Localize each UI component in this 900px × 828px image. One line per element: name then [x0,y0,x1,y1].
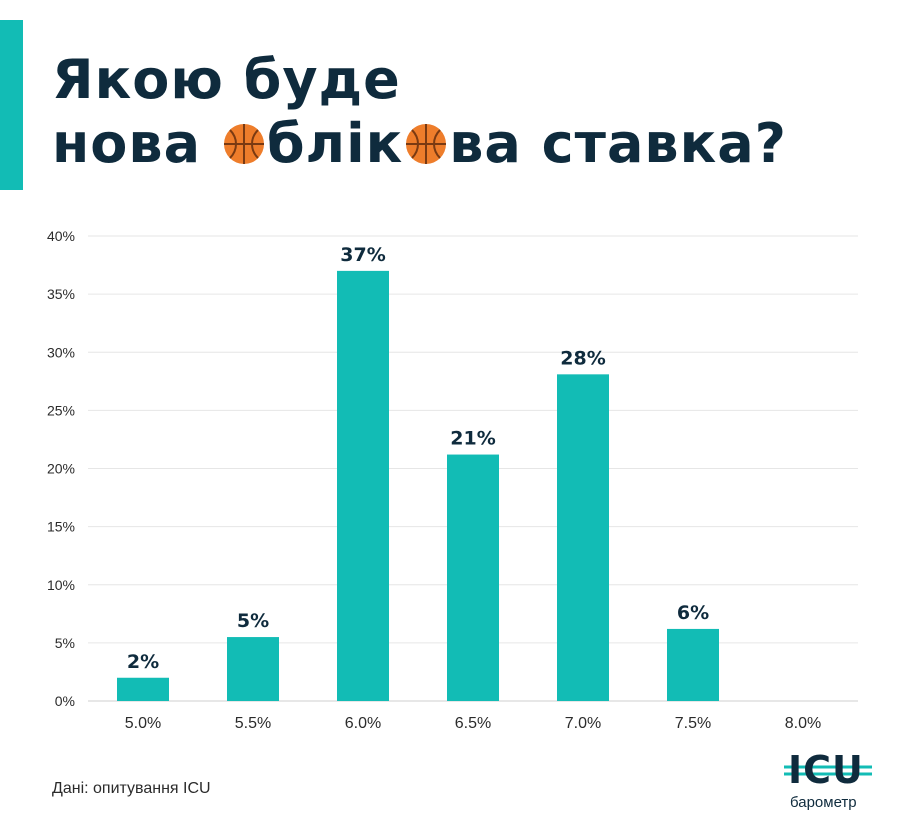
x-tick-label: 6.0% [345,715,381,732]
basketball-icon [406,124,447,164]
x-tick-label: 5.5% [235,715,271,732]
x-tick-label: 6.5% [455,715,491,732]
logo-subtitle: барометр [790,794,857,811]
y-tick-label: 10% [47,577,75,593]
title-line-2-part-1: нова [52,112,221,175]
data-label: 2% [127,651,159,673]
y-tick-label: 35% [47,286,75,302]
data-label: 5% [237,610,269,632]
basketball-icon [223,124,264,164]
bar [667,628,719,701]
logo-stripes [784,765,872,776]
y-tick-label: 25% [47,402,75,418]
accent-bar [0,20,23,190]
page-title: Якою буде нова блік ва ставка? [52,48,787,176]
bar [557,374,609,701]
title-line-1: Якою буде [52,48,401,111]
bar [227,637,279,701]
data-label: 21% [450,428,495,450]
bar [117,677,169,701]
title-line-2-part-3: ва ставка? [449,112,787,175]
bar [447,454,499,701]
x-tick-label: 5.0% [125,715,161,732]
title-line-2: нова блік ва ставка? [52,112,787,176]
title-line-2-part-2: блік [266,112,404,175]
y-tick-label: 30% [47,344,75,360]
y-tick-label: 20% [47,461,75,477]
data-label: 37% [340,244,385,266]
data-label: 28% [560,347,605,369]
y-tick-label: 15% [47,519,75,535]
source-note: Дані: опитування ICU [52,780,211,797]
x-tick-label: 8.0% [785,715,821,732]
logo-text: ICU [788,748,864,792]
x-tick-label: 7.5% [675,715,711,732]
bar [337,270,389,701]
y-tick-label: 40% [47,228,75,244]
y-tick-label: 5% [55,635,75,651]
x-tick-label: 7.0% [565,715,601,732]
icu-logo: ICU барометр [784,748,874,814]
y-tick-label: 0% [55,693,75,709]
data-label: 6% [677,602,709,624]
